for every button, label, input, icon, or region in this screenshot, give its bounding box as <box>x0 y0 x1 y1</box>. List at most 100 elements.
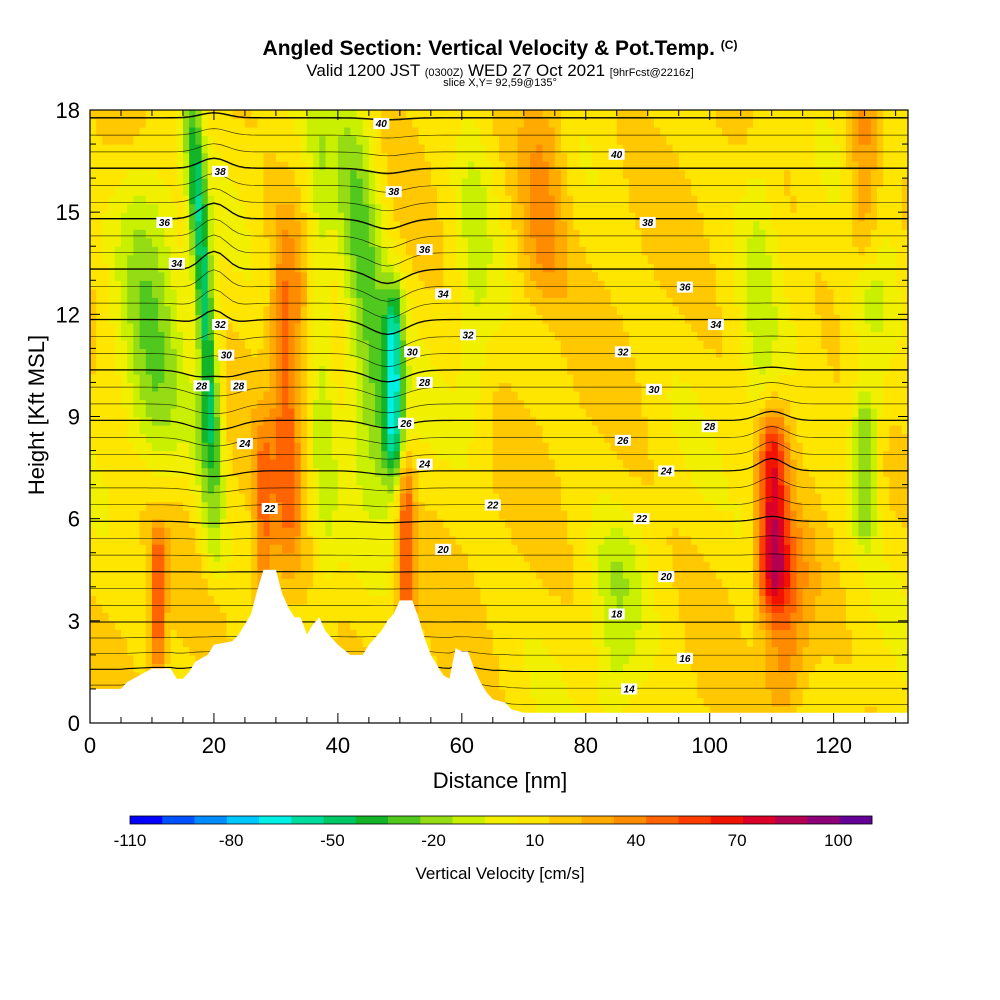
velocity-cell <box>171 493 178 502</box>
velocity-cell <box>493 553 500 562</box>
velocity-cell <box>288 434 295 443</box>
velocity-cell <box>177 340 184 349</box>
velocity-cell <box>133 170 140 179</box>
velocity-cell <box>270 314 277 323</box>
velocity-cell <box>375 544 382 553</box>
velocity-cell <box>96 272 103 281</box>
velocity-cell <box>487 527 494 536</box>
velocity-cell <box>214 119 221 128</box>
velocity-cell <box>307 314 314 323</box>
velocity-cell <box>313 136 320 145</box>
velocity-cell <box>164 408 171 417</box>
velocity-cell <box>493 527 500 536</box>
velocity-cell <box>189 255 196 264</box>
velocity-cell <box>356 289 363 298</box>
velocity-cell <box>394 399 401 408</box>
velocity-cell <box>102 493 109 502</box>
velocity-cell <box>146 425 153 434</box>
velocity-cell <box>140 246 147 255</box>
velocity-cell <box>195 187 202 196</box>
velocity-cell <box>499 612 506 621</box>
velocity-cell <box>499 119 506 128</box>
velocity-cell <box>90 178 97 187</box>
velocity-cell <box>499 655 506 664</box>
velocity-cell <box>499 680 506 689</box>
velocity-cell <box>437 331 444 340</box>
velocity-cell <box>214 221 221 230</box>
velocity-cell <box>400 331 407 340</box>
velocity-cell <box>499 153 506 162</box>
velocity-cell <box>121 459 128 468</box>
velocity-cell <box>344 578 351 587</box>
velocity-cell <box>418 306 425 315</box>
velocity-cell <box>313 153 320 162</box>
velocity-cell <box>493 425 500 434</box>
velocity-cell <box>146 493 153 502</box>
velocity-cell <box>418 178 425 187</box>
velocity-cell <box>251 263 258 272</box>
velocity-cell <box>270 263 277 272</box>
velocity-cell <box>332 544 339 553</box>
velocity-cell <box>394 127 401 136</box>
velocity-cell <box>183 425 190 434</box>
velocity-cell <box>133 238 140 247</box>
velocity-cell <box>418 553 425 562</box>
velocity-cell <box>363 587 370 596</box>
velocity-cell <box>313 204 320 213</box>
velocity-cell <box>493 187 500 196</box>
velocity-cell <box>344 604 351 613</box>
velocity-cell <box>480 391 487 400</box>
velocity-cell <box>394 544 401 553</box>
velocity-cell <box>474 255 481 264</box>
velocity-cell <box>468 297 475 306</box>
velocity-cell <box>121 536 128 545</box>
velocity-cell <box>381 255 388 264</box>
velocity-cell <box>115 306 122 315</box>
velocity-cell <box>202 178 209 187</box>
velocity-cell <box>264 221 271 230</box>
velocity-cell <box>264 544 271 553</box>
velocity-cell <box>449 348 456 357</box>
velocity-cell <box>276 212 283 221</box>
velocity-cell <box>121 195 128 204</box>
velocity-cell <box>480 595 487 604</box>
velocity-cell <box>270 493 277 502</box>
velocity-cell <box>109 638 116 647</box>
velocity-cell <box>177 153 184 162</box>
velocity-cell <box>140 119 147 128</box>
velocity-cell <box>152 519 159 528</box>
velocity-cell <box>406 493 413 502</box>
velocity-cell <box>474 314 481 323</box>
velocity-cell <box>102 595 109 604</box>
velocity-cell <box>152 476 159 485</box>
velocity-cell <box>406 204 413 213</box>
velocity-cell <box>394 587 401 596</box>
velocity-cell <box>307 459 314 468</box>
velocity-cell <box>177 221 184 230</box>
velocity-cell <box>418 561 425 570</box>
velocity-cell <box>264 536 271 545</box>
velocity-cell <box>387 434 394 443</box>
velocity-cell <box>96 340 103 349</box>
velocity-cell <box>394 485 401 494</box>
velocity-cell <box>140 136 147 145</box>
velocity-cell <box>127 187 134 196</box>
velocity-cell <box>474 170 481 179</box>
velocity-cell <box>418 485 425 494</box>
velocity-cell <box>468 263 475 272</box>
velocity-cell <box>400 468 407 477</box>
velocity-cell <box>133 195 140 204</box>
velocity-cell <box>443 485 450 494</box>
velocity-cell <box>332 136 339 145</box>
velocity-cell <box>363 119 370 128</box>
velocity-cell <box>468 646 475 655</box>
velocity-cell <box>189 612 196 621</box>
velocity-cell <box>325 459 332 468</box>
velocity-cell <box>493 204 500 213</box>
velocity-cell <box>152 408 159 417</box>
velocity-cell <box>344 314 351 323</box>
velocity-cell <box>171 527 178 536</box>
velocity-cell <box>406 229 413 238</box>
velocity-cell <box>474 434 481 443</box>
velocity-cell <box>468 485 475 494</box>
